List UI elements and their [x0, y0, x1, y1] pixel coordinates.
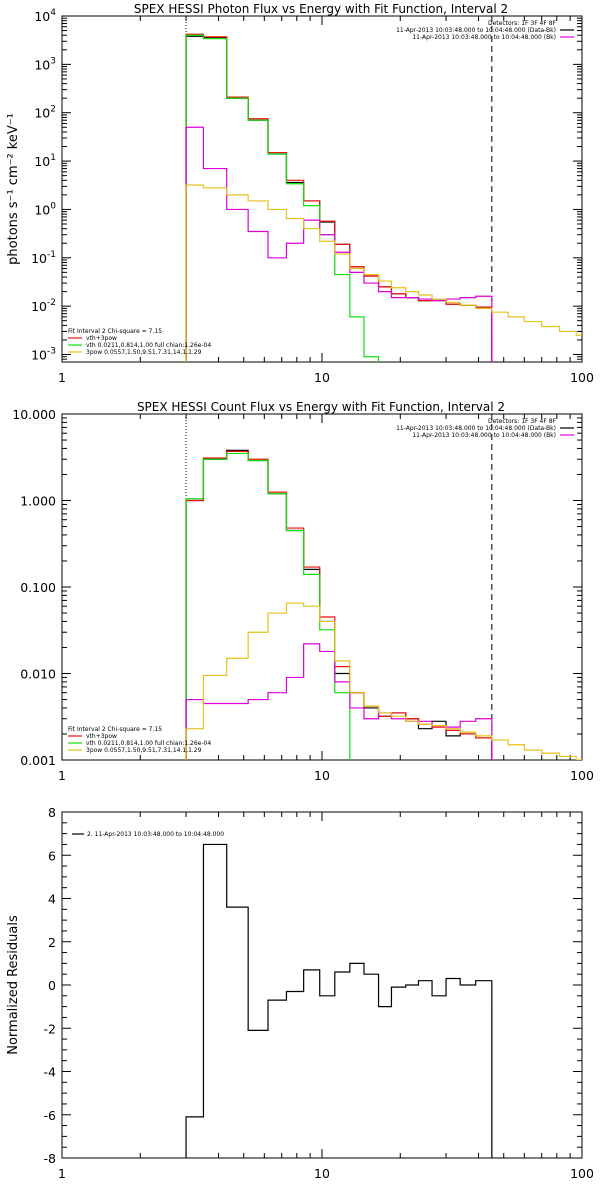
count-flux-x-ticks [61, 414, 571, 760]
residuals-x-tick-label: 100 [570, 1166, 594, 1181]
photon-flux-x-tick-label: 1 [58, 370, 66, 385]
photon-flux-y-tick-label: 10-3 [31, 347, 56, 363]
photon-flux-series-red [185, 33, 493, 362]
photon-flux-series-yellow [185, 184, 582, 362]
count-flux-series-magenta [185, 643, 493, 760]
count-flux-chart: 1 10 100 0.001 0.010 0.100 1.000 10.000 Detector… [12, 407, 594, 783]
residuals-y-tick-label: 6 [48, 848, 56, 863]
count-flux-y-tick-label: 10.000 [12, 407, 56, 422]
count-flux-y-tick-label: 0.001 [20, 753, 56, 768]
photon-flux-y-ticks [62, 15, 582, 363]
count-flux-chart-title: SPEX HESSI Count Flux vs Energy with Fit… [137, 400, 505, 414]
count-flux-y-ticks [62, 413, 582, 761]
count-flux-legend-entry: 11-Apr-2013 10:03:48.000 to 10:04:48.000… [396, 425, 556, 432]
residuals-plot-frame [61, 811, 583, 1159]
count-flux-x-tick-label: 100 [570, 768, 594, 783]
photon-flux-legend-entry: 11-Apr-2013 10:03:48.000 to 10:04:48.000… [396, 27, 556, 34]
residuals-series-black [185, 843, 493, 1158]
photon-flux-x-tick-label: 10 [314, 370, 330, 385]
residuals-chart: 1 10 100 8 6 4 2 0 -2 -4 -6 -8 Normalized Residuals 2… [6, 805, 594, 1181]
count-flux-y-tick-label: 0.010 [20, 667, 56, 682]
photon-flux-y-tick-label: 10-2 [31, 298, 56, 314]
photon-flux-series-green [185, 34, 380, 362]
photon-flux-y-tick-label: 10-1 [31, 250, 56, 266]
photon-flux-x-tick-label: 100 [570, 370, 594, 385]
count-flux-legend-entry: vth 0.0211,0.814,1.00 full chian:1.26e-0… [86, 740, 211, 747]
count-flux-legend-entry: vth+3pow [86, 733, 117, 740]
photon-flux-chart-title: SPEX HESSI Photon Flux vs Energy with Fi… [134, 2, 508, 16]
residuals-legend-entry: 2. 11-Apr-2013 10:03:48.000 to 10:04:48.… [87, 831, 224, 838]
count-flux-series-yellow [185, 602, 582, 760]
residuals-y-ticks [62, 811, 582, 1159]
photon-flux-chart: 1 10 100 10-3 10-2 10-1 100 101 102 103 104 photons… [6, 8, 594, 385]
residuals-y-tick-label: -4 [44, 1065, 57, 1080]
photon-flux-y-axis-label: photons s⁻¹ cm⁻² keV⁻¹ [6, 113, 21, 265]
photon-flux-legend-entry: Fit Interval 2 Chi-square = 7.15 [68, 328, 162, 335]
count-flux-x-tick-label: 1 [58, 768, 66, 783]
photon-flux-y-tick-label: 104 [34, 8, 56, 24]
residuals-y-tick-label: 0 [48, 978, 56, 993]
residuals-y-tick-label: -6 [44, 1108, 57, 1123]
residuals-x-ticks [61, 812, 571, 1158]
count-flux-plot-frame [61, 413, 583, 761]
photon-flux-legend-entry: 3pow 0.0557,1.50,9.51,7.31,14.1,1.29 [86, 349, 202, 356]
photon-flux-series-magenta [185, 126, 493, 362]
count-flux-y-tick-label: 1.000 [20, 494, 56, 509]
count-flux-series-black [185, 449, 493, 760]
photon-flux-legend-entry: 11-Apr-2013 10:03:48.000 to 10:04:48.000… [412, 34, 556, 41]
count-flux-series-green [185, 452, 351, 760]
count-flux-legend-entry: 11-Apr-2013 10:03:48.000 to 10:04:48.000… [412, 432, 556, 439]
photon-flux-plot-frame [61, 15, 583, 363]
residuals-y-tick-label: 4 [48, 892, 56, 907]
residuals-y-tick-label: 8 [48, 805, 56, 820]
count-flux-legend-bottom-left: Fit Interval 2 Chi-square = 7.15vth+3pow… [68, 726, 211, 754]
residuals-y-tick-label: 2 [48, 935, 56, 950]
photon-flux-y-tick-label: 100 [34, 201, 56, 217]
photon-flux-legend-entry: vth 0.0211,0.814,1.00 full chian:1.26e-0… [86, 342, 211, 349]
residuals-y-axis-label: Normalized Residuals [6, 915, 21, 1055]
residuals-y-tick-label: -2 [44, 1021, 56, 1036]
residuals-x-tick-label: 10 [314, 1166, 330, 1181]
photon-flux-y-tick-label: 102 [34, 105, 56, 121]
count-flux-y-tick-label: 0.100 [20, 580, 56, 595]
photon-flux-series-black [185, 35, 493, 362]
photon-flux-legend-bottom-left: Fit Interval 2 Chi-square = 7.15vth+3pow… [68, 328, 211, 356]
count-flux-legend-entry: 3pow 0.0557,1.50,9.51,7.31,14.1,1.29 [86, 747, 202, 754]
photon-flux-legend-entry: vth+3pow [86, 335, 117, 342]
count-flux-series-red [185, 450, 493, 760]
photon-flux-legend-entry: Detectors: 1F 3F 4F 8F [488, 20, 557, 27]
count-flux-x-tick-label: 10 [314, 768, 330, 783]
photon-flux-y-tick-label: 101 [34, 153, 56, 169]
photon-flux-y-tick-label: 103 [34, 56, 56, 72]
residuals-y-tick-label: -8 [44, 1151, 57, 1166]
count-flux-legend-entry: Detectors: 1F 3F 4F 8F [488, 418, 557, 425]
count-flux-legend-entry: Fit Interval 2 Chi-square = 7.15 [68, 726, 162, 733]
residuals-x-tick-label: 1 [58, 1166, 66, 1181]
photon-flux-x-ticks [61, 16, 571, 362]
